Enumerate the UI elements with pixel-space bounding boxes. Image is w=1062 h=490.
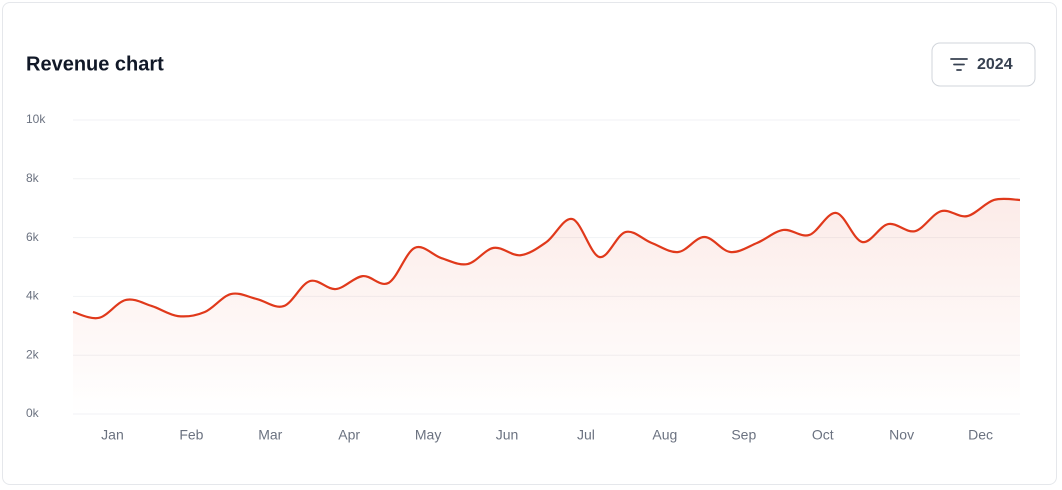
filter-icon[interactable]: [950, 58, 968, 71]
line: [72, 197, 1021, 320]
y-tick-label: 10k: [26, 112, 46, 126]
button-frame[interactable]: [931, 42, 1036, 87]
x-tick-label: Jun: [496, 427, 519, 443]
y-tick-label: 8k: [26, 171, 40, 185]
filter-button[interactable]: 2024: [931, 42, 1036, 87]
x-tick-label: Oct: [812, 427, 834, 443]
x-tick-label: Dec: [968, 427, 993, 443]
x-tick-label: Feb: [179, 427, 203, 443]
button-label[interactable]: 2024: [977, 56, 1013, 73]
x-tick-label: Jan: [101, 427, 124, 443]
y-tick-label: 0k: [26, 406, 40, 420]
x-tick-label: Apr: [338, 427, 360, 443]
x-tick-label: Mar: [258, 427, 282, 443]
y-tick-label: 4k: [26, 289, 40, 303]
area: [73, 198, 1020, 414]
card: [2, 2, 1057, 485]
x-tick-label: May: [415, 427, 441, 443]
x-tick-label: Aug: [652, 427, 677, 443]
x-tick-label: Sep: [731, 427, 756, 443]
x-tick-label: Jul: [577, 427, 595, 443]
y-tick-label: 6k: [26, 230, 40, 244]
chart-title: Revenue chart: [26, 53, 164, 75]
y-tick-label: 2k: [26, 347, 40, 361]
x-tick-label: Nov: [889, 427, 914, 443]
